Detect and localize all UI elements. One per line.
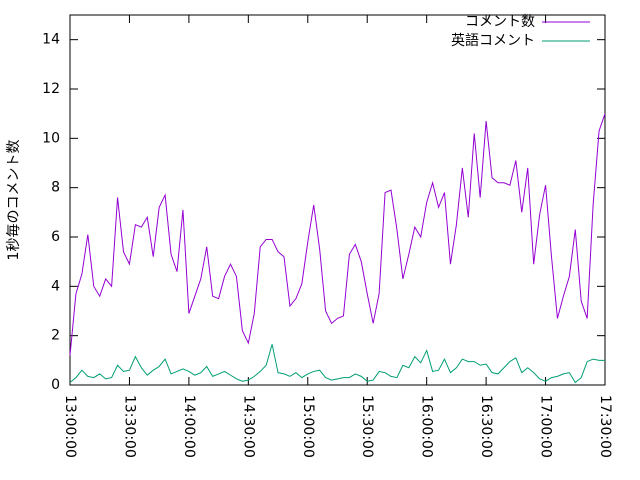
x-tick-label: 13:30:00 xyxy=(121,395,137,458)
y-tick-label: 8 xyxy=(51,180,60,196)
x-tick-label: 16:00:00 xyxy=(419,395,435,458)
x-tick-label: 14:30:00 xyxy=(240,395,256,458)
x-tick-label: 15:00:00 xyxy=(300,395,316,458)
y-tick-label: 14 xyxy=(42,32,60,48)
plot-frame xyxy=(69,14,606,386)
series-line xyxy=(69,113,606,356)
x-tick-label: 17:30:00 xyxy=(597,395,613,458)
series-line xyxy=(69,344,605,384)
legend-label: 英語コメント xyxy=(451,32,535,49)
x-tick-label: 15:30:00 xyxy=(359,395,375,458)
x-tick-label: 13:00:00 xyxy=(62,395,78,458)
y-tick-label: 0 xyxy=(51,377,60,393)
legend-label: コメント数 xyxy=(465,14,535,30)
y-tick-label: 10 xyxy=(42,130,60,146)
y-tick-label: 2 xyxy=(51,328,60,344)
x-tick-label: 17:00:00 xyxy=(538,395,554,458)
y-axis-label: 1秒毎のコメント数 xyxy=(6,140,22,261)
y-tick-label: 4 xyxy=(51,278,60,294)
x-tick-label: 14:00:00 xyxy=(181,395,197,458)
y-tick-label: 12 xyxy=(42,81,60,97)
y-tick-label: 6 xyxy=(51,229,60,245)
x-tick-label: 16:30:00 xyxy=(478,395,494,458)
